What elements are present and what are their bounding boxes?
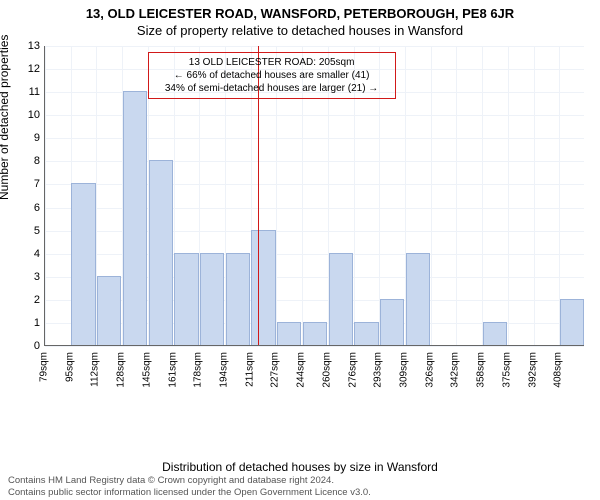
y-tick-label: 9	[20, 132, 40, 144]
page-subtitle: Size of property relative to detached ho…	[0, 21, 600, 38]
x-tick-label: 211sqm	[244, 352, 255, 387]
y-tick-label: 3	[20, 271, 40, 283]
histogram-bar	[149, 160, 173, 345]
x-tick-label: 358sqm	[476, 352, 487, 388]
x-tick-label: 244sqm	[296, 352, 307, 388]
page-title: 13, OLD LEICESTER ROAD, WANSFORD, PETERB…	[0, 0, 600, 21]
gridline-v	[482, 46, 483, 345]
footer-line-1: Contains HM Land Registry data © Crown c…	[8, 475, 371, 486]
histogram-bar	[303, 322, 327, 345]
y-tick-label: 12	[20, 63, 40, 75]
gridline-h	[45, 46, 584, 47]
gridline-v	[534, 46, 535, 345]
histogram-bar	[406, 253, 430, 345]
x-tick-label: 95sqm	[64, 352, 75, 382]
histogram-bar	[200, 253, 224, 345]
x-tick-label: 178sqm	[193, 352, 204, 388]
y-tick-label: 0	[20, 340, 40, 352]
annotation-line: 13 OLD LEICESTER ROAD: 205sqm	[155, 56, 389, 69]
y-tick-label: 8	[20, 155, 40, 167]
histogram-bar	[483, 322, 507, 345]
annotation-line: 34% of semi-detached houses are larger (…	[155, 82, 389, 95]
annotation-line: ← 66% of detached houses are smaller (41…	[155, 69, 389, 82]
gridline-v	[508, 46, 509, 345]
histogram-bar	[71, 183, 95, 345]
histogram-bar	[97, 276, 121, 345]
chart-container: 13, OLD LEICESTER ROAD, WANSFORD, PETERB…	[0, 0, 600, 500]
x-tick-label: 342sqm	[450, 352, 461, 388]
x-tick-label: 326sqm	[424, 352, 435, 388]
y-tick-label: 1	[20, 317, 40, 329]
y-axis-label: Number of detached properties	[0, 35, 11, 200]
footer-attribution: Contains HM Land Registry data © Crown c…	[8, 475, 371, 498]
x-tick-label: 161sqm	[167, 352, 178, 388]
x-tick-label: 408sqm	[553, 352, 564, 388]
histogram-bar	[174, 253, 198, 345]
histogram-bar	[380, 299, 404, 345]
x-tick-label: 309sqm	[399, 352, 410, 388]
x-tick-label: 375sqm	[501, 352, 512, 388]
y-tick-label: 10	[20, 109, 40, 121]
x-tick-label: 392sqm	[527, 352, 538, 388]
histogram-bar	[277, 322, 301, 345]
x-axis-label: Distribution of detached houses by size …	[0, 460, 600, 474]
histogram-bar	[329, 253, 353, 345]
gridline-v	[431, 46, 432, 345]
x-tick-label: 79sqm	[39, 352, 50, 382]
histogram-bar	[560, 299, 584, 345]
x-tick-label: 112sqm	[90, 352, 101, 387]
histogram-bar	[123, 91, 147, 345]
x-tick-label: 128sqm	[116, 352, 127, 388]
x-tick-label: 194sqm	[219, 352, 230, 388]
chart-area: 13 OLD LEICESTER ROAD: 205sqm← 66% of de…	[44, 46, 584, 406]
annotation-box: 13 OLD LEICESTER ROAD: 205sqm← 66% of de…	[148, 52, 396, 99]
histogram-bar	[251, 230, 275, 345]
plot-area: 13 OLD LEICESTER ROAD: 205sqm← 66% of de…	[44, 46, 584, 346]
y-tick-label: 7	[20, 178, 40, 190]
y-tick-label: 2	[20, 294, 40, 306]
y-tick-label: 6	[20, 202, 40, 214]
x-tick-label: 227sqm	[270, 352, 281, 388]
y-tick-label: 5	[20, 225, 40, 237]
gridline-h	[45, 346, 584, 347]
x-tick-label: 145sqm	[141, 352, 152, 388]
x-tick-label: 260sqm	[321, 352, 332, 388]
gridline-v	[456, 46, 457, 345]
y-tick-label: 11	[20, 86, 40, 98]
y-tick-label: 13	[20, 40, 40, 52]
footer-line-2: Contains public sector information licen…	[8, 487, 371, 498]
histogram-bar	[226, 253, 250, 345]
gridline-v	[45, 46, 46, 345]
x-tick-label: 293sqm	[373, 352, 384, 388]
x-tick-label: 276sqm	[347, 352, 358, 388]
y-tick-label: 4	[20, 248, 40, 260]
histogram-bar	[354, 322, 378, 345]
